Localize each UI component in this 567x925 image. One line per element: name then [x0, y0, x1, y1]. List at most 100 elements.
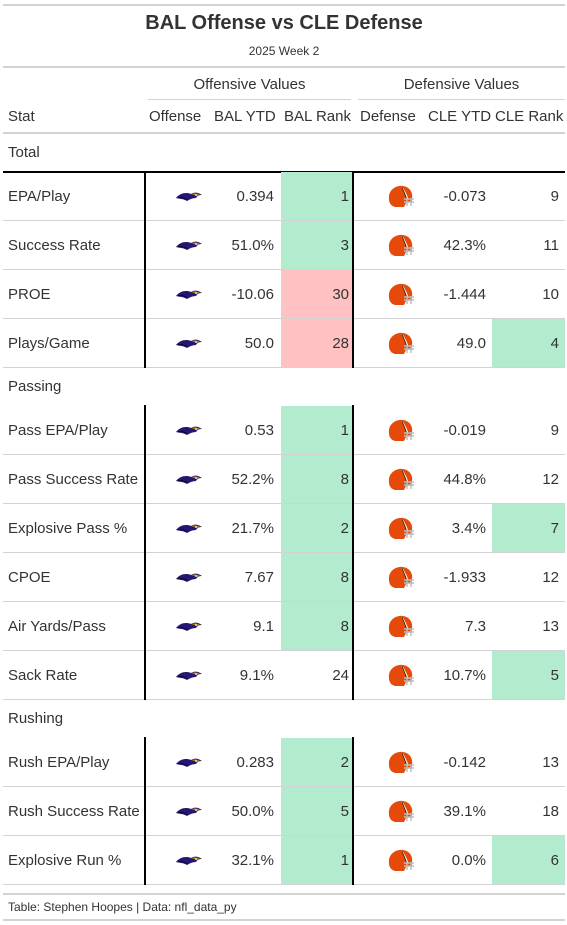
top-rule	[3, 4, 565, 6]
row-separator	[3, 367, 565, 368]
cle-ytd-value: -1.933	[443, 568, 486, 586]
cle-rank-highlight	[492, 651, 565, 700]
cle-rank-value: 12	[542, 568, 559, 586]
row-separator	[3, 601, 565, 602]
browns-helmet-icon	[386, 565, 416, 596]
bal-rank-value: 1	[340, 851, 349, 869]
ravens-logo-icon	[175, 805, 203, 824]
ravens-logo-icon	[175, 288, 203, 307]
ravens-logo-icon	[175, 854, 203, 873]
row-separator	[3, 650, 565, 651]
bal-rank-value: 24	[332, 666, 349, 684]
bal-ytd-value: 52.2%	[231, 470, 274, 488]
bal-ytd-value: 9.1	[253, 617, 274, 635]
bal-rank-value: 30	[332, 285, 349, 303]
ravens-logo-icon	[175, 571, 203, 590]
browns-helmet-icon	[386, 467, 416, 498]
browns-helmet-icon	[386, 614, 416, 645]
cle-ytd-value: -0.142	[443, 753, 486, 771]
row-separator	[3, 884, 565, 885]
bal-ytd-value: 0.394	[236, 187, 274, 205]
bal-ytd-value: 51.0%	[231, 236, 274, 254]
cle-rank-highlight	[492, 319, 565, 368]
ravens-logo-icon	[175, 239, 203, 258]
bal-rank-value: 1	[340, 187, 349, 205]
stat-label: Explosive Run %	[8, 851, 122, 869]
ravens-logo-icon	[175, 756, 203, 775]
browns-helmet-icon	[386, 799, 416, 830]
stat-label: Pass Success Rate	[8, 470, 139, 488]
bal-rank-highlight	[281, 836, 352, 885]
ravens-logo-icon	[175, 669, 203, 688]
group-label: Total	[8, 144, 40, 161]
browns-helmet-icon	[386, 418, 416, 449]
cle-rank-value: 7	[550, 519, 559, 537]
bottom-rule	[3, 893, 565, 895]
browns-helmet-icon	[386, 750, 416, 781]
cle-rank-value: 6	[550, 851, 559, 869]
table-subtitle: 2025 Week 2	[248, 44, 320, 58]
stat-label: Rush EPA/Play	[8, 753, 110, 771]
ravens-logo-icon	[175, 424, 203, 443]
bal-ytd-value: 50.0	[244, 334, 274, 352]
ravens-logo-icon	[175, 620, 203, 639]
bal-rank-highlight	[281, 172, 352, 221]
stat-label: PROE	[8, 285, 51, 303]
col-header-offense: Offense	[149, 108, 202, 125]
bal-rank-value: 8	[340, 568, 349, 586]
cle-ytd-value: -0.019	[443, 421, 486, 439]
offense-column-border	[144, 171, 146, 368]
cle-rank-highlight	[492, 836, 565, 885]
offensive-values-spanner: Offensive Values	[193, 76, 306, 93]
offensive-spanner-rule	[148, 99, 351, 100]
ravens-logo-icon	[175, 337, 203, 356]
stat-label: Air Yards/Pass	[8, 617, 106, 635]
cle-ytd-value: -0.073	[443, 187, 486, 205]
cle-ytd-value: 7.3	[465, 617, 486, 635]
bal-rank-value: 2	[340, 519, 349, 537]
cle-rank-value: 13	[542, 753, 559, 771]
bal-rank-value: 5	[340, 802, 349, 820]
stat-label: Explosive Pass %	[8, 519, 128, 537]
stat-label: Plays/Game	[8, 334, 90, 352]
bal-ytd-value: 32.1%	[231, 851, 274, 869]
cle-rank-value: 12	[542, 470, 559, 488]
bal-ytd-value: 0.53	[244, 421, 274, 439]
stat-label: Sack Rate	[8, 666, 78, 684]
cle-rank-value: 10	[542, 285, 559, 303]
browns-helmet-icon	[386, 233, 416, 264]
bal-rank-highlight	[281, 787, 352, 836]
cle-ytd-value: 49.0	[456, 334, 486, 352]
cle-ytd-value: 42.3%	[443, 236, 486, 254]
bal-rank-highlight	[281, 553, 352, 602]
browns-helmet-icon	[386, 663, 416, 694]
bal-ytd-value: 21.7%	[231, 519, 274, 537]
bal-ytd-value: 9.1%	[239, 666, 274, 684]
bal-rank-highlight	[281, 738, 352, 787]
cle-ytd-value: 10.7%	[443, 666, 486, 684]
col-header-bal-rank: BAL Rank	[284, 108, 351, 125]
col-header-defense: Defense	[360, 108, 416, 125]
bal-ytd-value: 7.67	[244, 568, 274, 586]
row-separator	[3, 318, 565, 319]
col-header-bal-ytd: BAL YTD	[214, 108, 276, 125]
stat-label: Success Rate	[8, 236, 101, 254]
cle-ytd-value: 3.4%	[451, 519, 486, 537]
bal-ytd-value: 0.283	[236, 753, 274, 771]
browns-helmet-icon	[386, 516, 416, 547]
cle-ytd-value: -1.444	[443, 285, 486, 303]
cle-rank-value: 4	[550, 334, 559, 352]
defensive-values-spanner: Defensive Values	[403, 76, 520, 93]
cle-ytd-value: 0.0%	[451, 851, 486, 869]
group-label: Passing	[8, 378, 62, 395]
bal-rank-highlight	[281, 221, 352, 270]
bal-ytd-value: -10.06	[231, 285, 274, 303]
col-header-stat: Stat	[8, 108, 35, 125]
cle-rank-value: 18	[542, 802, 559, 820]
row-separator	[3, 786, 565, 787]
bal-rank-value: 8	[340, 617, 349, 635]
title-rule	[3, 66, 565, 68]
browns-helmet-icon	[386, 184, 416, 215]
defense-column-border	[352, 405, 354, 700]
